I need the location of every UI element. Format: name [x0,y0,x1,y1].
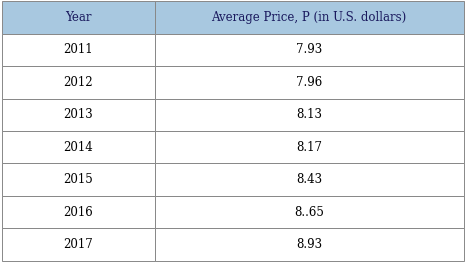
Bar [155,228,464,261]
Text: 2015: 2015 [63,173,93,186]
Bar [2,163,155,196]
Bar [2,228,155,261]
Text: 8.13: 8.13 [296,108,322,121]
Text: 7.96: 7.96 [296,76,322,89]
Bar [155,34,464,66]
Bar [155,131,464,163]
Bar [155,163,464,196]
Bar [2,196,155,228]
Text: 2017: 2017 [63,238,93,251]
Bar [155,99,464,131]
Text: 2016: 2016 [63,206,93,219]
Bar [2,1,155,34]
Bar [2,66,155,99]
Bar [155,196,464,228]
Text: 2012: 2012 [64,76,93,89]
Bar [2,34,155,66]
Text: Year: Year [65,11,92,24]
Bar [2,99,155,131]
Bar [155,66,464,99]
Text: 8.43: 8.43 [296,173,322,186]
Text: 7.93: 7.93 [296,43,322,56]
Text: 2011: 2011 [64,43,93,56]
Text: Average Price, P (in U.S. dollars): Average Price, P (in U.S. dollars) [212,11,407,24]
Text: 8.93: 8.93 [296,238,322,251]
Text: 2013: 2013 [63,108,93,121]
Text: 8..65: 8..65 [294,206,324,219]
Bar [155,1,464,34]
Text: 8.17: 8.17 [296,141,322,154]
Bar [2,131,155,163]
Text: 2014: 2014 [63,141,93,154]
